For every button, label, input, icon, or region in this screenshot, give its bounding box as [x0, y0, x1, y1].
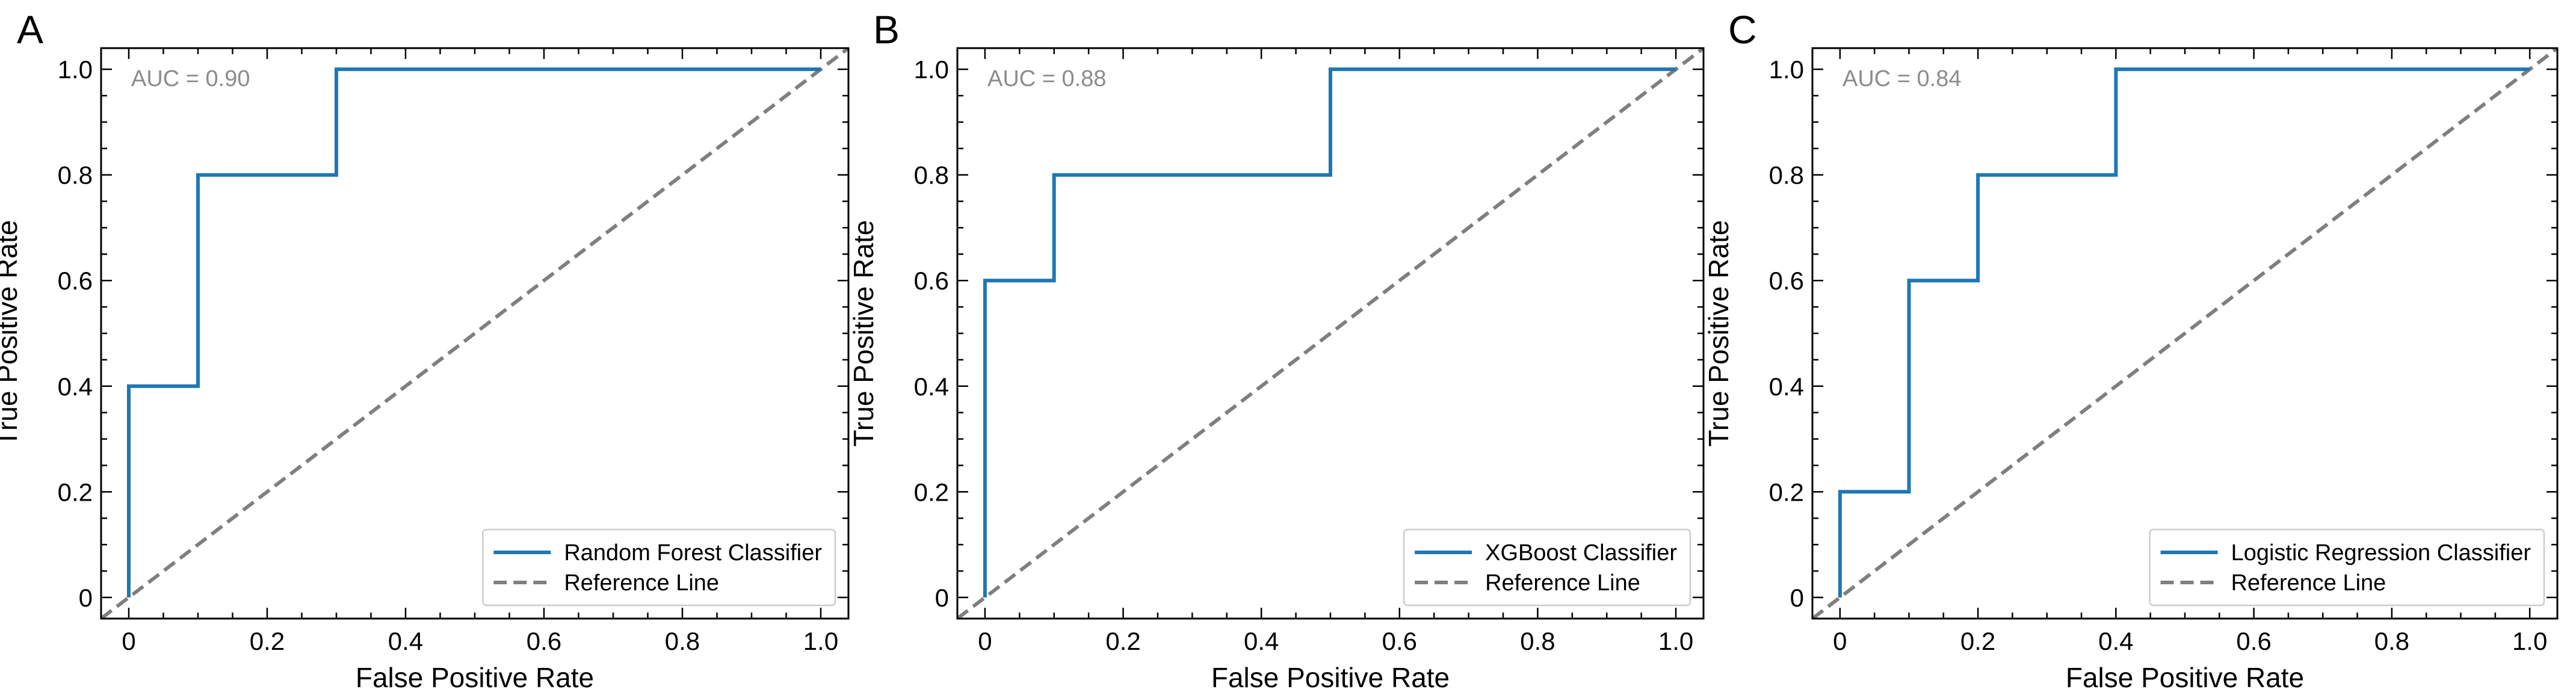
y-tick-label: 1.0 [58, 55, 93, 84]
y-tick-label: 1.0 [914, 55, 949, 84]
x-tick-label: 0.2 [1960, 627, 1995, 655]
x-tick-label: 0.2 [250, 627, 285, 655]
y-tick-label: 0 [1790, 584, 1804, 612]
x-axis-title: False Positive Rate [356, 662, 594, 693]
x-tick-label: 0.4 [388, 627, 423, 655]
auc-annotation: AUC = 0.84 [1842, 66, 1962, 91]
panel-letter: B [873, 7, 900, 52]
y-axis-title: True Positive Rate [1703, 220, 1734, 447]
y-tick-label: 0.4 [914, 372, 949, 401]
legend-entry-label: Reference Line [1485, 570, 1640, 596]
roc-curve-line [1838, 67, 2530, 598]
y-tick-label: 0.4 [1769, 372, 1804, 401]
y-tick-label: 0.8 [1769, 161, 1804, 190]
legend-entry-label: Reference Line [2231, 570, 2386, 596]
legend: Random Forest Classifier Reference Line [482, 528, 836, 607]
x-tick-label: 0 [1833, 627, 1847, 655]
y-tick-label: 0.6 [1769, 267, 1804, 295]
y-tick-label: 0 [935, 584, 949, 612]
reference-line [957, 48, 1703, 619]
roc-curve-line [127, 67, 821, 598]
roc-curve-line [983, 67, 1676, 598]
legend-entry-label: XGBoost Classifier [1485, 540, 1677, 566]
auc-annotation: AUC = 0.88 [987, 66, 1107, 91]
x-tick-label: 0.4 [1244, 627, 1279, 655]
panel-letter: A [17, 7, 43, 52]
panel-b: B 0 0.2 0.4 0.6 0.8 1.0 0 0.2 0.4 0.6 0.8 1.0 False P… [848, 7, 1705, 693]
y-tick-label: 1.0 [1769, 55, 1804, 84]
plot-frame [100, 47, 850, 620]
plot-frame [1811, 47, 2559, 620]
x-tick-label: 0.6 [2236, 627, 2271, 655]
x-tick-label: 1.0 [1658, 627, 1693, 655]
x-axis-title: False Positive Rate [2066, 662, 2304, 693]
y-tick-label: 0.4 [58, 372, 93, 401]
x-tick-label: 0 [122, 627, 135, 655]
legend: XGBoost Classifier Reference Line [1403, 528, 1691, 607]
legend: Logistic Regression Classifier Reference … [2149, 528, 2545, 607]
legend-entry-label: Reference Line [564, 570, 719, 596]
x-axis-title: False Positive Rate [1211, 662, 1450, 693]
x-tick-label: 0.8 [665, 627, 700, 655]
legend-entry-label: Logistic Regression Classifier [2231, 540, 2531, 566]
x-tick-label: 0 [978, 627, 992, 655]
x-tick-label: 0.8 [2374, 627, 2409, 655]
x-tick-label: 0.4 [2098, 627, 2133, 655]
legend-box [482, 528, 836, 607]
reference-line [101, 48, 848, 619]
y-tick-label: 0.8 [914, 161, 949, 190]
y-tick-label: 0.6 [914, 267, 949, 295]
x-tick-label: 0.6 [1382, 627, 1417, 655]
auc-annotation: AUC = 0.90 [131, 66, 250, 91]
y-tick-label: 0.8 [58, 161, 93, 190]
y-tick-label: 0.6 [58, 267, 93, 295]
legend-box [2149, 528, 2545, 607]
y-tick-label: 0.2 [1769, 478, 1804, 506]
y-tick-label: 0 [79, 584, 93, 612]
y-axis-title: True Positive Rate [0, 220, 23, 447]
x-tick-label: 0.6 [527, 627, 561, 655]
plot-frame [956, 47, 1705, 620]
x-tick-label: 0.2 [1105, 627, 1140, 655]
y-tick-label: 0.2 [914, 478, 949, 506]
y-axis-title: True Positive Rate [848, 220, 879, 447]
legend-box [1403, 528, 1691, 607]
panel-a: A 0 0.2 0.4 0.6 0.8 1.0 0 0.2 0.4 0.6 0.8 1.0 False P… [0, 7, 850, 693]
panel-c: C 0 0.2 0.4 0.6 0.8 1.0 0 0.2 0.4 0.6 0.8 1.0 False P… [1703, 7, 2559, 693]
panel-letter: C [1728, 7, 1757, 52]
y-tick-label: 0.2 [58, 478, 93, 506]
x-tick-label: 1.0 [803, 627, 838, 655]
x-tick-label: 1.0 [2512, 627, 2547, 655]
x-tick-label: 0.8 [1520, 627, 1555, 655]
legend-entry-label: Random Forest Classifier [564, 540, 822, 566]
reference-line [1812, 48, 2557, 619]
